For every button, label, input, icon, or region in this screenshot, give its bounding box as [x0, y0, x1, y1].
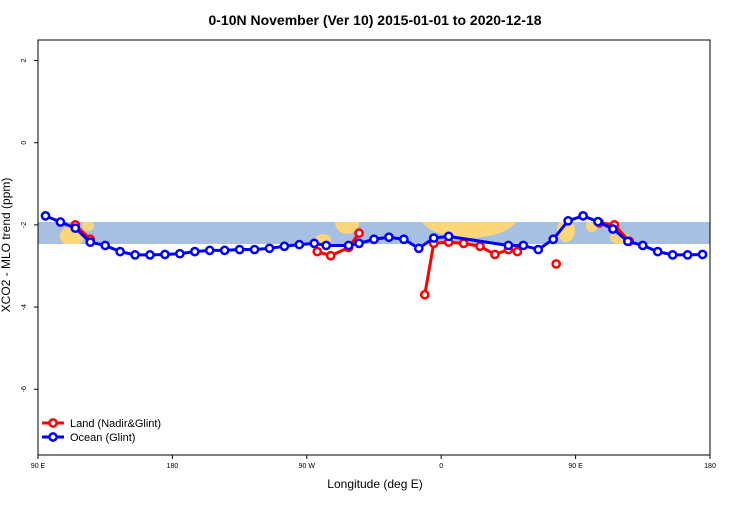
point	[40, 211, 51, 221]
point	[369, 234, 379, 245]
point	[667, 250, 678, 260]
point	[518, 240, 529, 251]
point	[189, 246, 200, 257]
legend-label: Ocean (Glint)	[70, 432, 135, 444]
point	[443, 231, 454, 242]
point	[309, 238, 320, 249]
y-tick-label: -2	[21, 222, 28, 228]
legend-label: Land (Nadir&Glint)	[70, 418, 161, 430]
point	[354, 228, 364, 238]
legend-marker	[48, 418, 58, 428]
x-tick-label: 180	[704, 463, 716, 470]
legend-marker	[48, 432, 58, 442]
point	[419, 289, 430, 300]
point	[578, 211, 588, 221]
y-tick-label: -6	[21, 386, 28, 392]
x-tick-label: 90 E	[568, 463, 583, 470]
point	[563, 215, 573, 226]
point	[234, 244, 245, 255]
point	[652, 246, 663, 257]
point	[85, 237, 96, 248]
point	[100, 240, 111, 251]
x-tick-label: 90 E	[31, 463, 46, 470]
land-shape	[421, 222, 517, 238]
point	[458, 238, 469, 249]
point	[428, 233, 439, 243]
point	[343, 240, 354, 251]
point	[503, 240, 514, 251]
point	[490, 249, 500, 260]
y-tick-label: 2	[21, 58, 28, 62]
x-axis-label: Longitude (deg E)	[327, 477, 422, 491]
point	[608, 224, 618, 234]
point	[384, 232, 394, 243]
point	[682, 250, 693, 260]
y-tick-label: 0	[21, 141, 28, 145]
point	[130, 250, 140, 260]
y-axis-label: XCO2 - MLO trend (ppm)	[0, 178, 13, 313]
point	[264, 243, 275, 254]
point	[204, 245, 215, 256]
point	[325, 250, 336, 261]
point	[548, 234, 559, 245]
point	[312, 246, 323, 257]
point	[475, 241, 485, 252]
point	[70, 223, 81, 234]
land-shape	[335, 222, 359, 234]
y-tick-label: -4	[21, 304, 28, 310]
band	[38, 222, 710, 244]
series-line	[74, 221, 631, 296]
point	[249, 244, 260, 255]
x-tick-label: 90 W	[299, 463, 316, 470]
point	[512, 246, 523, 257]
point	[551, 259, 562, 269]
point	[160, 249, 170, 260]
point	[175, 248, 185, 259]
point	[533, 244, 544, 255]
point	[697, 249, 708, 260]
point	[637, 240, 648, 251]
point	[294, 239, 305, 250]
point	[321, 240, 332, 251]
point	[399, 234, 409, 245]
x-tick-label: 180	[167, 463, 179, 470]
point	[115, 246, 125, 257]
point	[145, 250, 155, 260]
point	[354, 238, 364, 249]
point	[413, 243, 424, 254]
land-shape	[82, 222, 94, 231]
point	[219, 245, 230, 256]
point	[55, 217, 66, 227]
chart-title: 0-10N November (Ver 10) 2015-01-01 to 20…	[208, 12, 541, 28]
point	[279, 241, 290, 252]
plot-frame	[37, 39, 711, 456]
point	[623, 236, 633, 247]
x-tick-label: 0	[439, 463, 443, 470]
point	[593, 216, 603, 227]
